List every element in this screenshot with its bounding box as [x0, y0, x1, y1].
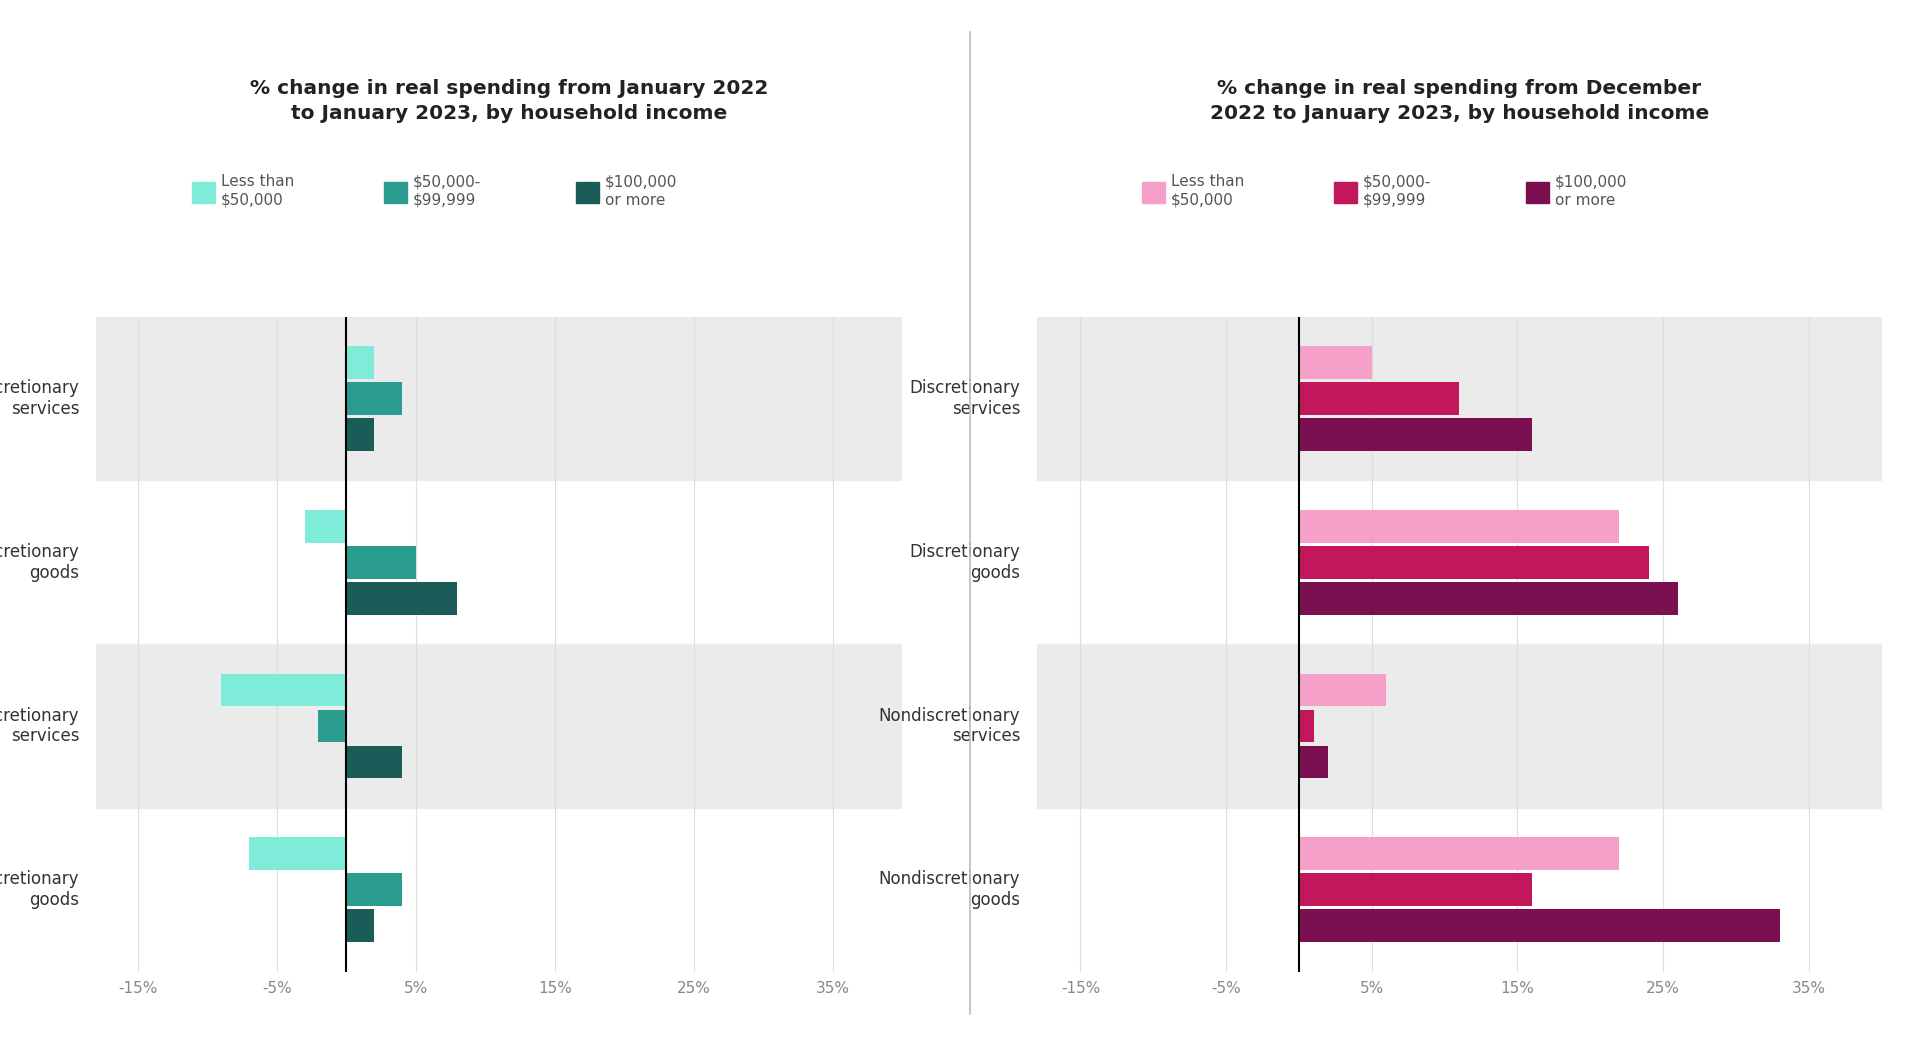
Bar: [1300, 837, 1619, 870]
Bar: [1300, 510, 1619, 543]
Text: $100,000
or more: $100,000 or more: [1555, 174, 1628, 208]
Bar: [96, 317, 902, 480]
Bar: [1037, 644, 1882, 808]
Bar: [346, 546, 417, 579]
Bar: [346, 418, 374, 451]
Bar: [346, 346, 374, 379]
Bar: [1300, 674, 1386, 706]
Bar: [1300, 346, 1371, 379]
Text: Less than
$50,000: Less than $50,000: [221, 174, 294, 208]
Text: % change in real spending from January 2022
to January 2023, by household income: % change in real spending from January 2…: [250, 79, 768, 124]
Bar: [346, 382, 401, 415]
Bar: [319, 710, 346, 742]
Bar: [1300, 873, 1532, 906]
Bar: [346, 873, 401, 906]
Bar: [1300, 746, 1329, 778]
Bar: [346, 909, 374, 942]
Bar: [1300, 546, 1649, 579]
Bar: [1037, 317, 1882, 480]
Bar: [346, 746, 401, 778]
Text: $50,000-
$99,999: $50,000- $99,999: [413, 174, 482, 208]
Bar: [1300, 582, 1678, 615]
Bar: [1300, 418, 1532, 451]
Bar: [305, 510, 346, 543]
Bar: [1300, 382, 1459, 415]
Bar: [1300, 710, 1313, 742]
Bar: [1300, 909, 1780, 942]
Bar: [250, 837, 346, 870]
Text: $50,000-
$99,999: $50,000- $99,999: [1363, 174, 1432, 208]
Bar: [346, 582, 457, 615]
Bar: [96, 644, 902, 808]
Text: $100,000
or more: $100,000 or more: [605, 174, 678, 208]
Text: Less than
$50,000: Less than $50,000: [1171, 174, 1244, 208]
Bar: [221, 674, 346, 706]
Text: % change in real spending from December
2022 to January 2023, by household incom: % change in real spending from December …: [1210, 79, 1709, 124]
